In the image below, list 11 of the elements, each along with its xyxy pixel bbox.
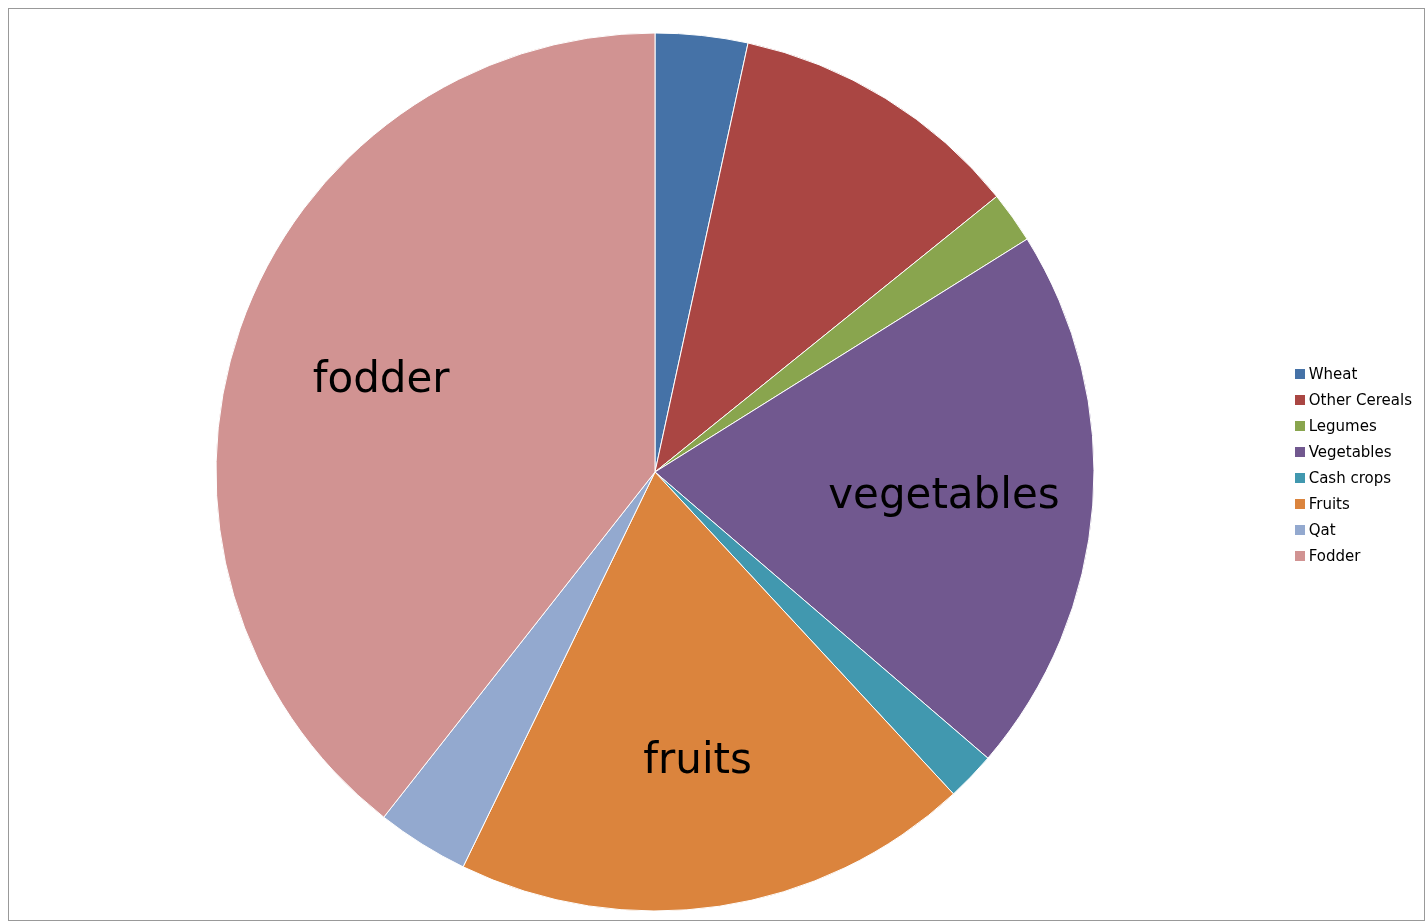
data-label: fruits <box>643 734 752 784</box>
legend-label: Fruits <box>1308 494 1350 513</box>
legend-label: Qat <box>1308 520 1336 539</box>
data-label: vegetables <box>828 469 1060 519</box>
legend-label: Wheat <box>1308 364 1358 383</box>
legend-label: Vegetables <box>1308 442 1392 461</box>
legend-label: Legumes <box>1308 416 1377 435</box>
data-label: fodder <box>312 352 451 402</box>
legend-label: Cash crops <box>1308 468 1392 487</box>
legend-label: Other Cereals <box>1308 390 1412 409</box>
legend-label: Fodder <box>1308 546 1361 565</box>
